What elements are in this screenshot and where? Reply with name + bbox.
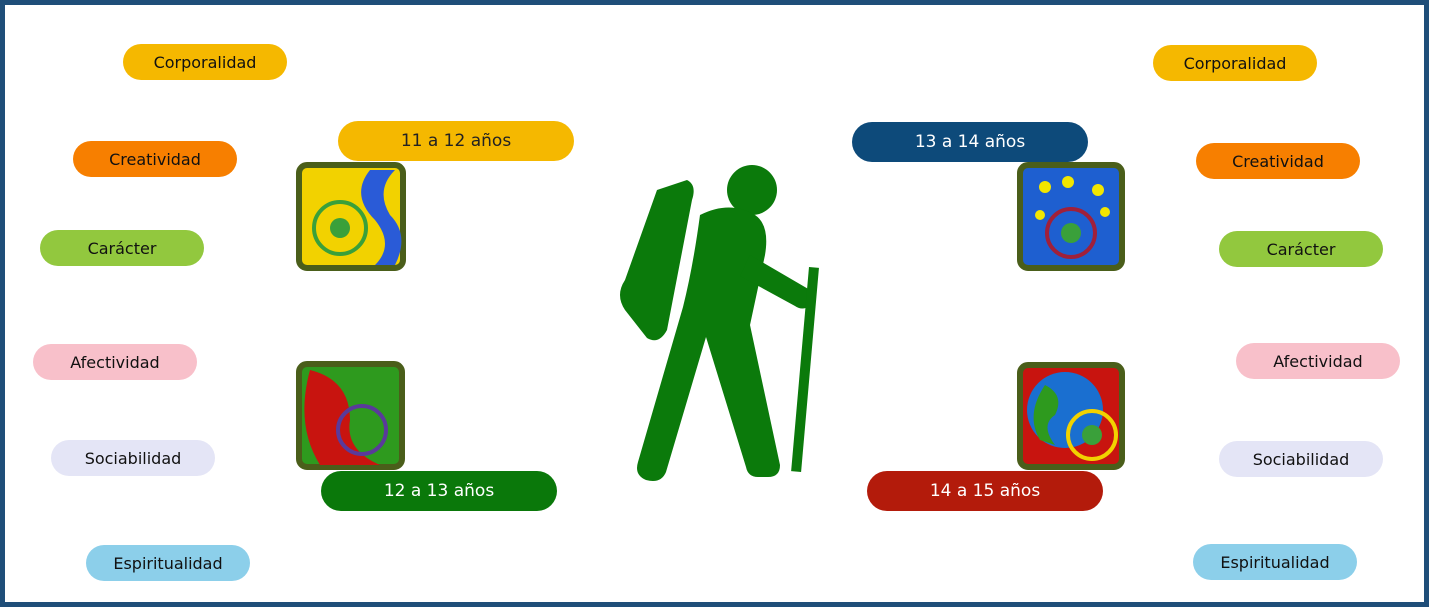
badge-blue [1020,165,1122,268]
illustrations [0,0,1429,607]
badge-globe [1020,365,1122,467]
hiker-icon [620,165,819,481]
badge-red [299,364,402,467]
badge-yellow [299,165,403,268]
